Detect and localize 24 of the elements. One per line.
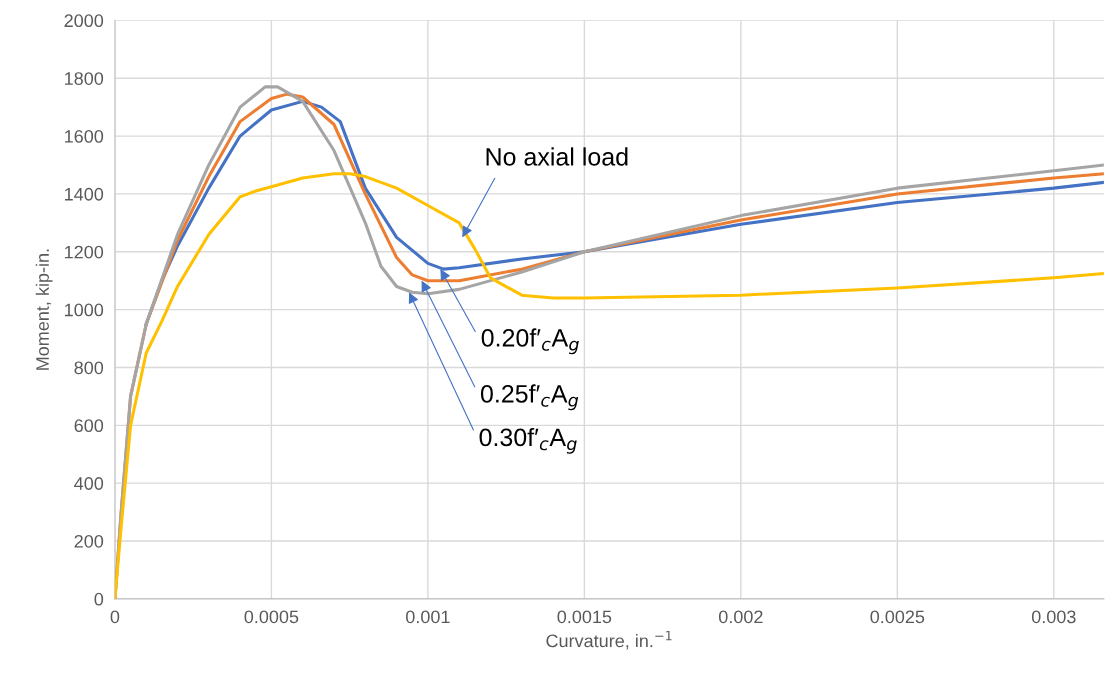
annotation: 0.20f′$_{c}$A$_{g}$ <box>481 328 579 355</box>
y-tick-label: 1800 <box>65 72 104 85</box>
annotation: No axial load <box>486 147 628 166</box>
annotation: 0.30f′$_{c}$A$_{g}$ <box>479 427 577 454</box>
y-tick-label: 800 <box>74 361 104 375</box>
x-tick-label: 0.0005 <box>244 610 299 624</box>
y-tick-label: 1400 <box>65 187 104 201</box>
x-axis-title: Curvature, in.$^{−1}$ <box>546 630 672 650</box>
y-tick-label: 200 <box>74 534 104 548</box>
y-tick-label: 600 <box>74 419 104 433</box>
y-tick-label: 2000 <box>64 14 104 28</box>
y-tick-label: 1000 <box>65 303 104 317</box>
y-axis-title: Moment, kip-in. <box>35 249 53 370</box>
x-tick-label: 0.003 <box>1031 610 1076 624</box>
y-tick-label: 0 <box>94 592 104 606</box>
x-tick-label: 0.0025 <box>870 610 925 624</box>
x-tick-label: 0.001 <box>406 610 450 624</box>
y-tick-label: 1200 <box>65 245 104 259</box>
y-tick-label: 1600 <box>65 130 104 143</box>
x-tick-label: 0 <box>110 610 120 624</box>
x-tick-label: 0.0015 <box>557 610 612 624</box>
annotation: 0.25f′$_{c}$A$_{g}$ <box>480 384 579 411</box>
y-tick-label: 400 <box>74 477 104 490</box>
x-tick-label: 0.002 <box>718 610 763 624</box>
